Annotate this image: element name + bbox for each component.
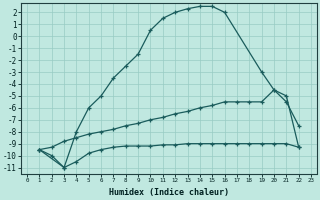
X-axis label: Humidex (Indice chaleur): Humidex (Indice chaleur): [109, 188, 229, 197]
